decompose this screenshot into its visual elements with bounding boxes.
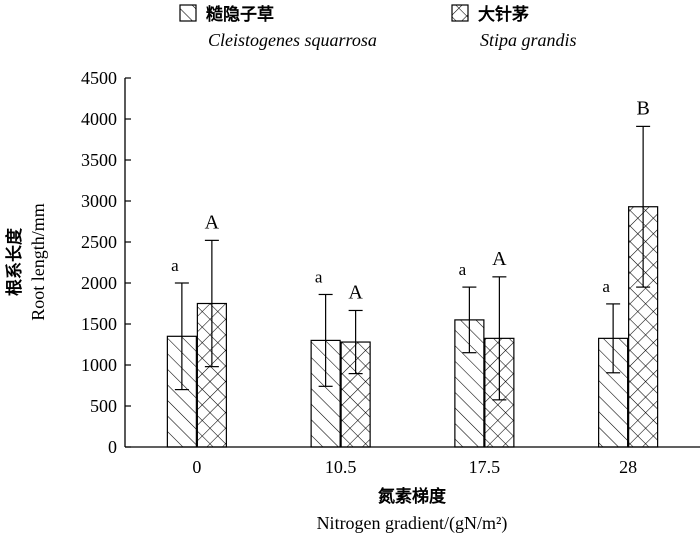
- error-bars: [174, 125, 651, 401]
- y-axis-title-zh: 根系长度: [4, 227, 25, 296]
- y-tick-label: 1500: [81, 314, 117, 334]
- legend-label-en-series-2: Stipa grandis: [480, 30, 577, 50]
- significance-letter-series-2-0: A: [205, 211, 220, 233]
- y-ticks: 0 500 1000 1500 2000 2500 3000 3500 4000 4500: [81, 68, 131, 457]
- y-tick-label: 500: [90, 396, 117, 416]
- legend-item-series-1: 糙隐子草 Cleistogenes squarrosa: [179, 4, 377, 50]
- significance-letters: a Aa Aa Aa B: [171, 97, 650, 303]
- x-tick-label: 0: [192, 457, 201, 477]
- x-tick-label: 17.5: [469, 457, 501, 477]
- bar-series-1-0: [166, 335, 197, 448]
- y-tick-label: 2500: [81, 232, 117, 252]
- legend-label-en-series-1: Cleistogenes squarrosa: [208, 30, 377, 50]
- x-tick-label: 28: [619, 457, 637, 477]
- y-tick-label: 3000: [81, 191, 117, 211]
- significance-letter-series-2-28: B: [636, 97, 649, 119]
- significance-letter-series-2-17.5: A: [492, 248, 507, 270]
- legend: 糙隐子草 Cleistogenes squarrosa 大针茅 Stipa gr…: [179, 4, 577, 50]
- legend-label-zh-series-2: 大针茅: [478, 4, 529, 25]
- significance-letter-series-1-10.5: a: [315, 267, 323, 286]
- y-tick-label: 3500: [81, 150, 117, 170]
- y-tick-label: 0: [108, 437, 117, 457]
- y-tick-label: 4500: [81, 68, 117, 88]
- x-axis-title-en: Nitrogen gradient/(gN/m²): [317, 513, 508, 534]
- x-tick-label: 10.5: [325, 457, 357, 477]
- y-tick-label: 2000: [81, 273, 117, 293]
- y-tick-label: 1000: [81, 355, 117, 375]
- significance-letter-series-1-0: a: [171, 256, 179, 275]
- y-tick-label: 4000: [81, 109, 117, 129]
- legend-item-series-2: 大针茅 Stipa grandis: [451, 4, 577, 50]
- x-axis-title-zh: 氮素梯度: [378, 486, 447, 507]
- y-axis-title-en: Root length/mm: [28, 203, 48, 321]
- bars: [166, 206, 659, 448]
- legend-label-zh-series-1: 糙隐子草: [206, 4, 274, 25]
- significance-letter-series-1-17.5: a: [459, 260, 467, 279]
- significance-letter-series-1-28: a: [602, 277, 610, 296]
- legend-swatch-series-1: [179, 4, 197, 22]
- significance-letter-series-2-10.5: A: [348, 281, 363, 303]
- legend-swatch-series-2: [451, 4, 469, 22]
